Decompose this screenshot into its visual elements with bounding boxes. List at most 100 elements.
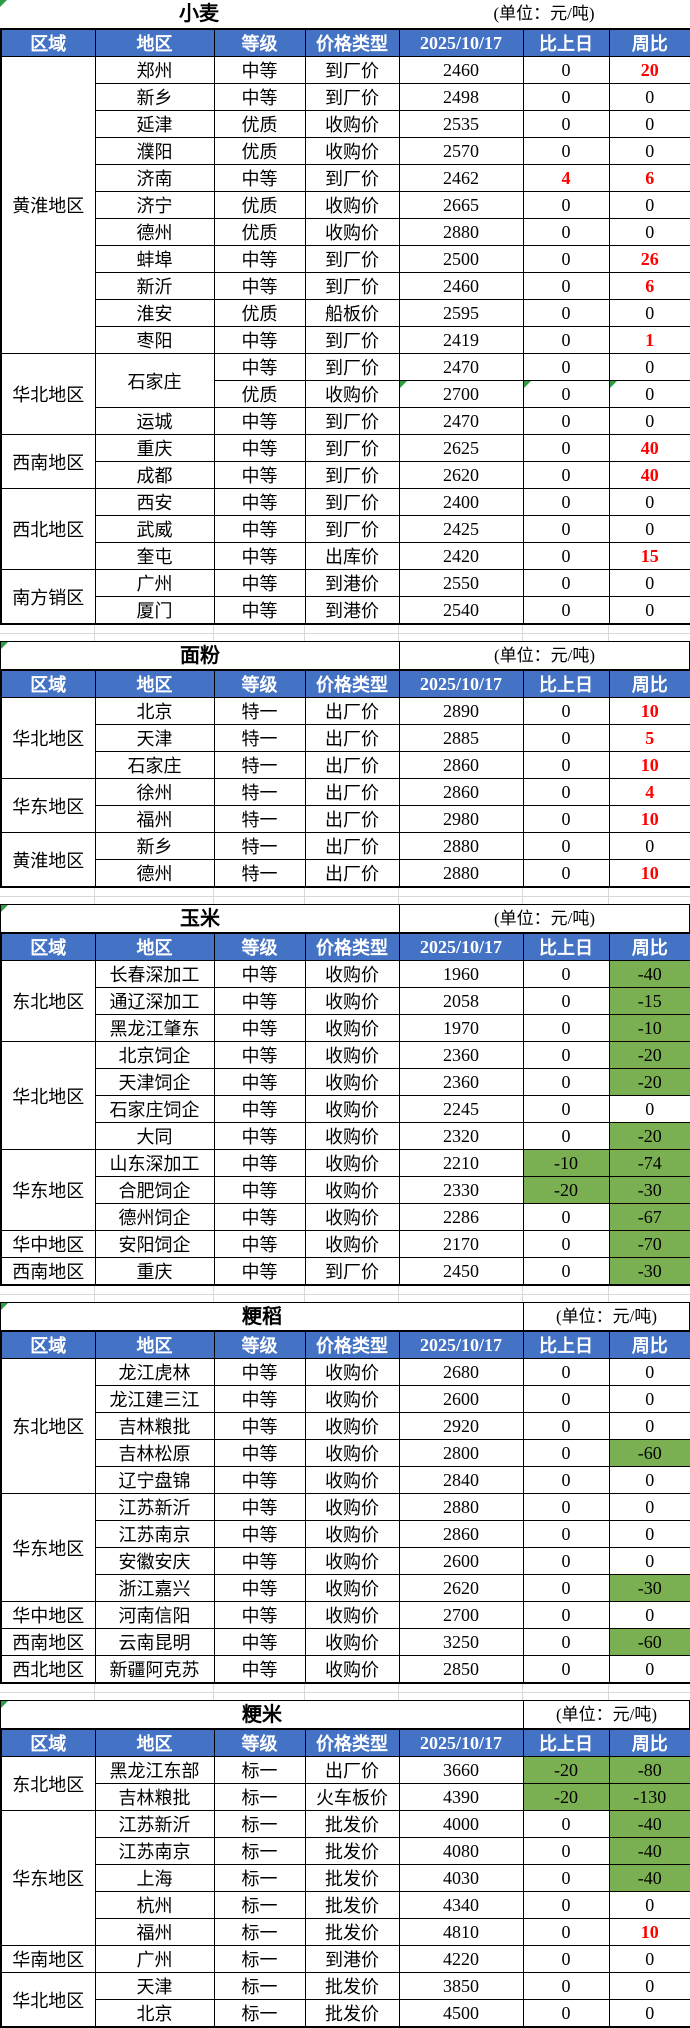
day-change-cell: 0 — [522, 1999, 610, 2028]
grade-cell: 中等 — [213, 1149, 306, 1177]
price-cell: 2286 — [398, 1203, 524, 1231]
price-type-cell: 出厂价 — [304, 805, 400, 833]
price-type-cell: 收购价 — [304, 1176, 400, 1204]
price-type-cell: 到厂价 — [304, 353, 400, 381]
data-row: 北京 标一 批发价 4500 0 0 — [1, 1999, 690, 2028]
price-cell: 4220 — [398, 1945, 524, 1973]
price-type-cell: 收购价 — [304, 1574, 400, 1602]
data-row: 成都 中等 到厂价 2620 0 40 — [1, 461, 690, 489]
price-type-cell: 收购价 — [304, 380, 400, 408]
data-row: 厦门 中等 到港价 2540 0 0 — [1, 596, 690, 625]
area-cell: 云南昆明 — [94, 1628, 215, 1656]
header-grade: 等级 — [213, 669, 306, 698]
week-change-cell: -20 — [608, 1068, 690, 1096]
price-type-cell: 出库价 — [304, 542, 400, 570]
data-row: 西南地区 云南昆明 中等 收购价 3250 0 -60 — [0, 1628, 690, 1656]
unit-label: (单位：元/吨) — [493, 4, 595, 23]
day-change-cell: 0 — [522, 380, 610, 408]
grade-cell: 标一 — [213, 1837, 306, 1865]
day-change-cell: 0 — [522, 1014, 610, 1042]
area-cell: 厦门 — [94, 596, 215, 625]
price-type-cell: 批发价 — [304, 1810, 400, 1838]
table-gap — [0, 1286, 690, 1302]
data-row: 华北地区 天津 标一 批发价 3850 0 0 — [0, 1972, 690, 2028]
grade-cell: 中等 — [213, 1547, 306, 1575]
day-change-cell: 0 — [522, 1864, 610, 1892]
grade-cell: 中等 — [213, 960, 306, 988]
region-cell: 华北地区 — [0, 1972, 96, 2028]
table-gap — [0, 1684, 690, 1700]
price-type-cell: 收购价 — [304, 1149, 400, 1177]
data-row: 天津 特一 出厂价 2885 0 5 — [1, 724, 690, 752]
day-change-cell: 0 — [522, 1122, 610, 1150]
day-change-cell: -20 — [522, 1756, 610, 1784]
data-row: 淮安 优质 船板价 2595 0 0 — [1, 299, 690, 327]
data-row: 华北地区 北京 特一 出厂价 2890 0 10 — [0, 697, 690, 779]
grade-cell: 中等 — [213, 1203, 306, 1231]
price-type-cell: 批发价 — [304, 1999, 400, 2028]
day-change-cell: 0 — [522, 1230, 610, 1258]
price-cell: 2880 — [398, 832, 524, 860]
region-cell: 华中地区 — [0, 1230, 96, 1258]
data-row: 安徽安庆 中等 收购价 2600 0 0 — [1, 1547, 690, 1575]
title-row-corn: 玉米 (单位：元/吨) — [0, 904, 690, 932]
header-area: 地区 — [94, 1330, 215, 1359]
header-region: 区域 — [0, 669, 96, 698]
price-cell: 3850 — [398, 1972, 524, 2000]
day-change-cell: 0 — [522, 1918, 610, 1946]
grade-cell: 中等 — [213, 326, 306, 354]
day-change-cell: 0 — [522, 1203, 610, 1231]
header-area: 地区 — [94, 28, 215, 57]
data-row: 黄淮地区 郑州 中等 到厂价 2460 0 20 — [0, 56, 690, 354]
day-change-cell: 0 — [522, 1520, 610, 1548]
price-type-cell: 到厂价 — [304, 83, 400, 111]
price-cell: 2620 — [398, 1574, 524, 1602]
data-row: 吉林松原 中等 收购价 2800 0 -60 — [1, 1439, 690, 1467]
region-cell: 华南地区 — [0, 1945, 96, 1973]
grade-cell: 特一 — [213, 805, 306, 833]
price-cell: 2860 — [398, 1520, 524, 1548]
grade-cell: 中等 — [213, 1628, 306, 1656]
header-grade: 等级 — [213, 932, 306, 961]
grade-cell: 中等 — [213, 1068, 306, 1096]
data-row: 德州 优质 收购价 2880 0 0 — [1, 218, 690, 246]
price-cell: 2360 — [398, 1068, 524, 1096]
week-change-cell: 0 — [608, 488, 690, 516]
day-change-cell: 0 — [522, 218, 610, 246]
area-cell: 新乡 — [94, 83, 215, 111]
week-change-cell: 0 — [608, 1358, 690, 1386]
price-cell: 2462 — [398, 164, 524, 192]
price-cell: 2360 — [398, 1041, 524, 1069]
price-type-cell: 收购价 — [304, 1095, 400, 1123]
price-cell: 2850 — [398, 1655, 524, 1684]
data-row: 枣阳 中等 到厂价 2419 0 1 — [1, 326, 690, 354]
header-date: 2025/10/17 — [398, 1330, 524, 1359]
price-type-cell: 收购价 — [304, 137, 400, 165]
week-change-cell: 0 — [608, 832, 690, 860]
day-change-cell: 0 — [522, 1628, 610, 1656]
day-change-cell: 0 — [522, 1493, 610, 1521]
grade-cell: 标一 — [213, 1756, 306, 1784]
region-cell: 南方销区 — [0, 569, 96, 625]
grade-cell: 中等 — [213, 56, 306, 84]
header-row: 区域 地区 等级 价格类型 2025/10/17 比上日 周比 — [0, 1728, 690, 1757]
header-grade: 等级 — [213, 28, 306, 57]
price-cell: 2210 — [398, 1149, 524, 1177]
price-type-cell: 收购价 — [304, 1041, 400, 1069]
header-week-change: 周比 — [608, 1728, 690, 1757]
data-row: 华北地区 北京饲企 中等 收购价 2360 0 -20 — [0, 1041, 690, 1150]
data-row: 华中地区 河南信阳 中等 收购价 2700 0 0 — [0, 1601, 690, 1629]
price-type-cell: 出厂价 — [304, 751, 400, 779]
grade-cell: 中等 — [213, 407, 306, 435]
data-row: 武威 中等 到厂价 2425 0 0 — [1, 515, 690, 543]
price-type-cell: 收购价 — [304, 960, 400, 988]
price-type-cell: 收购价 — [304, 218, 400, 246]
grade-cell: 中等 — [213, 1574, 306, 1602]
region-cell: 黄淮地区 — [0, 56, 96, 354]
header-row: 区域 地区 等级 价格类型 2025/10/17 比上日 周比 — [0, 28, 690, 57]
data-row: 德州 特一 出厂价 2880 0 10 — [1, 859, 690, 888]
area-cell: 武威 — [94, 515, 215, 543]
price-cell: 2880 — [398, 218, 524, 246]
price-type-cell: 到港价 — [304, 569, 400, 597]
grade-cell: 中等 — [213, 434, 306, 462]
